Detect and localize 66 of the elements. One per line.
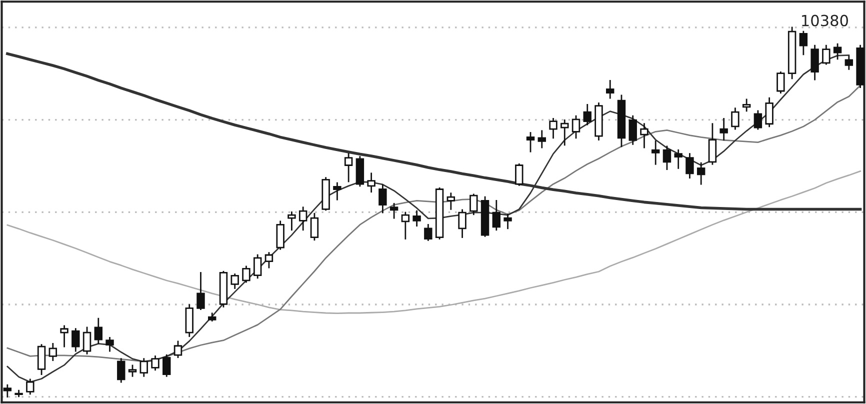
candlestick [128,364,137,377]
candlestick [151,356,160,371]
candlestick [492,200,501,231]
candlestick [196,272,205,310]
candlestick [117,358,126,383]
candlestick [298,206,308,231]
candlestick [606,80,614,99]
candlestick [754,110,762,130]
candlestick [310,212,319,241]
text: 10380 [802,14,848,26]
candlestick [446,192,456,210]
candlestick [401,212,410,240]
candlestick [48,342,58,361]
candlestick [742,98,751,112]
candlestick [674,149,682,169]
candlestick [367,172,376,193]
candlestick [60,325,68,348]
candlestick [651,140,660,165]
candlestick [412,210,421,227]
candlestick [526,132,535,152]
candlestick [14,390,23,398]
candlestick [799,30,808,56]
candlestick [106,337,114,352]
candlestick [94,318,102,344]
candlestick [765,97,774,128]
candlestick [174,340,182,358]
candlestick [242,266,250,283]
candlestick [37,344,46,376]
candlestick [140,358,148,377]
candlestick [504,214,512,230]
candlestick [458,209,466,238]
candlestick [686,153,694,178]
candlestick [72,328,80,352]
candlestick [288,211,296,231]
candlestick [424,224,432,241]
candlestick [276,220,284,250]
candlestick [253,254,262,279]
candlestick [810,44,819,80]
candlestick [162,354,171,377]
candlestick [26,378,34,395]
candlestick [731,108,740,130]
candlestick [538,130,546,148]
candlestick [230,274,239,289]
candlestick [515,163,524,186]
candlestick [3,384,12,398]
candlestick [662,146,672,170]
candlestick [560,119,569,146]
candlestick [549,118,558,139]
candlestick [390,202,398,219]
candlestick [696,162,706,185]
candlestick [333,182,342,200]
candlestick [640,123,648,148]
candlestick [628,115,637,145]
candlestick [572,115,580,139]
candlestick [378,184,387,214]
candlestick [822,44,830,65]
candlestick [844,56,854,70]
candlestick [583,104,592,126]
candlestick [776,71,785,94]
candlestick [833,43,842,60]
candlestick [344,153,353,182]
candlestick [82,326,92,354]
candlestick [720,118,728,140]
candlestick [264,252,274,268]
candlestick [708,123,717,165]
candlestick [470,194,478,216]
